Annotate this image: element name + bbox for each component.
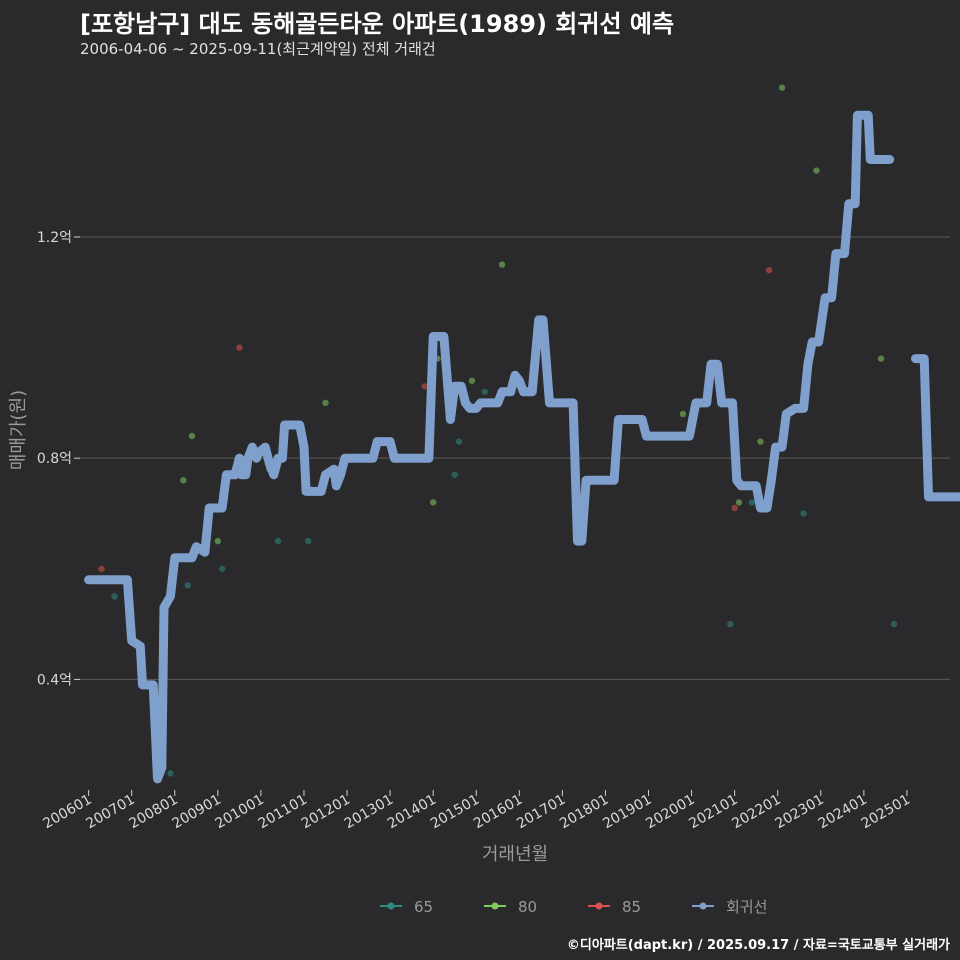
scatter-point-80 [877,355,885,362]
x-axis-ticks: 2006012007012008012009012010012011012012… [40,790,913,832]
x-tick-label: 201701 [514,792,568,833]
x-tick-label: 201901 [600,792,654,833]
y-axis-label: 매매가(원) [8,390,29,470]
scatter-point-65 [455,438,463,445]
legend-label: 회귀선 [726,898,767,916]
scatter-point-65 [218,565,226,572]
x-tick-label: 200901 [170,792,224,833]
scatter-point-85 [98,565,105,572]
chart-title: [포항남구] 대도 동해골든타운 아파트(1989) 회귀선 예측 [80,10,675,38]
x-tick-label: 202301 [773,792,827,833]
scatter-point-65 [890,620,898,628]
scatter-point-85 [731,504,738,512]
x-tick-label: 200701 [83,792,137,833]
scatter-point-80 [757,438,764,445]
scatter-point-65 [748,499,756,506]
scatter-point-80 [322,399,329,407]
legend-swatch-point [491,902,499,910]
legend-swatch-point [699,902,707,910]
y-tick-label: 0.8억 [37,451,72,467]
scatter-point-65 [274,537,282,545]
scatter-point-65 [167,770,174,777]
scatter-points [98,84,898,777]
regression-line-segment [84,110,895,784]
legend: 65 80 85 회귀선 [380,898,767,916]
legend-label: 85 [622,898,641,916]
scatter-point-65 [481,388,489,396]
x-tick-label: 202101 [686,792,740,833]
y-tick-label: 1.2억 [37,230,72,246]
scatter-point-85 [421,383,428,390]
y-tick-label: 0.4억 [37,672,72,688]
x-tick-label: 201501 [428,792,482,833]
x-tick-label: 201801 [557,792,611,833]
y-axis-ticks: 0.4억 0.8억 1.2억 [37,230,80,688]
x-tick-label: 201201 [299,792,353,833]
scatter-point-80 [679,410,687,418]
scatter-point-65 [800,510,807,517]
x-tick-label: 202001 [643,792,697,833]
x-tick-label: 200601 [40,792,94,833]
grid-lines [80,236,950,680]
scatter-point-85 [765,266,773,274]
source-caption: ©디아파트(dapt.kr) / 2025.09.17 / 자료=국토교통부 실… [566,938,950,953]
x-tick-label: 202501 [859,792,913,833]
scatter-point-65 [451,471,458,478]
x-tick-label: 202401 [816,792,870,833]
legend-label: 65 [414,898,433,916]
scatter-point-65 [111,593,118,600]
scatter-point-80 [180,477,187,484]
scatter-point-80 [813,167,820,174]
scatter-point-80 [429,499,437,506]
x-axis-label: 거래년월 [482,844,548,865]
chart-subtitle: 2006-04-06 ~ 2025-09-11(최근계약일) 전체 거래건 [80,40,436,58]
x-tick-label: 201301 [342,792,396,833]
regression-line [84,110,960,784]
legend-swatch-point [595,902,603,910]
scatter-point-80 [778,84,786,91]
x-tick-label: 201601 [471,792,525,833]
scatter-point-80 [188,432,196,440]
x-tick-label: 202201 [729,792,783,833]
x-tick-label: 201001 [213,792,267,833]
legend-swatch-point [387,902,395,910]
scatter-point-85 [236,344,243,351]
legend-label: 80 [518,898,537,916]
scatter-point-65 [184,582,191,589]
scatter-point-65 [305,537,312,545]
scatter-point-80 [468,377,476,384]
x-tick-label: 200801 [126,792,180,833]
scatter-point-80 [735,499,743,506]
scatter-point-80 [498,261,506,268]
scatter-point-65 [727,620,734,628]
regression-line-segment [911,354,960,502]
scatter-point-80 [214,537,222,545]
x-tick-label: 201101 [256,792,310,833]
x-tick-label: 201401 [385,792,439,833]
